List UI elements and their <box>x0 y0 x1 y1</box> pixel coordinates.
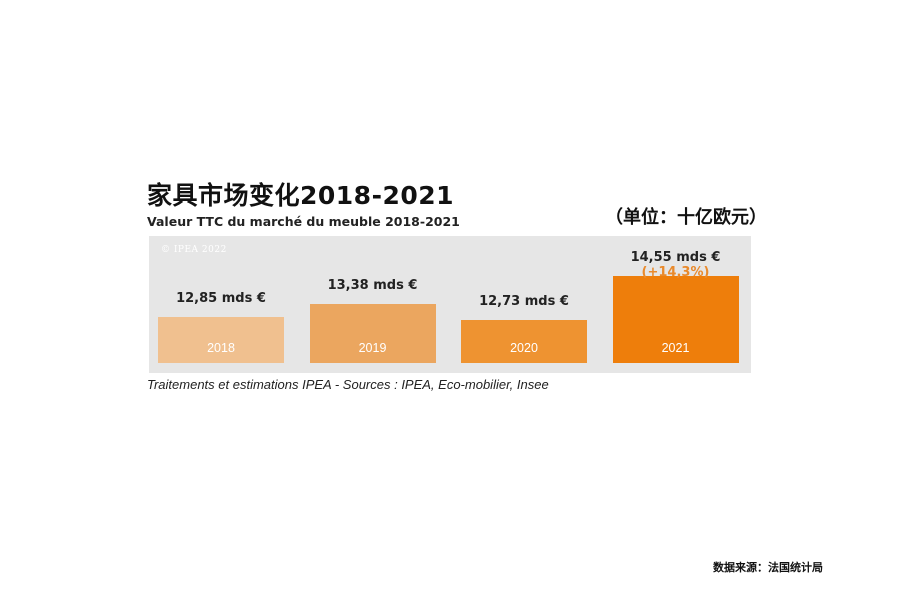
data-credit: 数据来源：法国统计局 <box>713 561 823 574</box>
bar-value-label: 13,38 mds € <box>293 278 453 293</box>
bar-value-label: 12,73 mds € <box>444 294 604 309</box>
unit-note: （单位：十亿欧元） <box>605 207 767 228</box>
bar-category-label: 2018 <box>207 340 235 355</box>
chart-panel: © IPEA 2022 2018 12,85 mds € 2019 13,38 mds… <box>149 236 751 373</box>
value-text: 12,73 mds € <box>479 294 569 310</box>
chart-title: 家具市场变化2018-2021 <box>147 181 455 210</box>
chart-subtitle: Valeur TTC du marché du meuble 2018-2021 <box>147 214 460 229</box>
bar-category-label: 2020 <box>510 340 538 355</box>
bar-value-label: 12,85 mds € <box>141 291 301 306</box>
growth-annotation: (+14,3%) <box>641 264 710 280</box>
watermark: © IPEA 2022 <box>161 245 227 255</box>
bar-2021: 2021 <box>612 275 739 363</box>
bar-category-label: 2019 <box>358 340 387 355</box>
value-text: 12,85 mds € <box>176 291 266 307</box>
bar-2019: 2019 <box>309 304 436 363</box>
bar-2020: 2020 <box>461 320 587 363</box>
bar-value-label: 14,55 mds € (+14,3%) <box>596 250 756 280</box>
value-text: 13,38 mds € <box>327 278 418 294</box>
value-text: 14,55 mds € <box>630 249 721 265</box>
bar-2018: 2018 <box>158 317 284 363</box>
source-note: Traitements et estimations IPEA - Source… <box>147 377 549 392</box>
bar-category-label: 2021 <box>661 340 690 355</box>
